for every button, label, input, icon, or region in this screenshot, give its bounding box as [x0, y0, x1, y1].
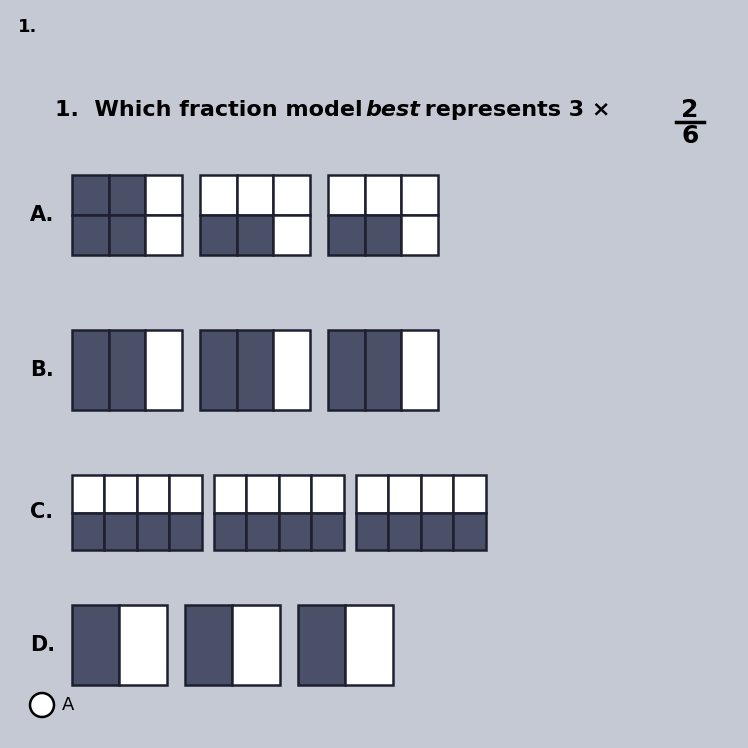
- Bar: [145, 330, 182, 410]
- Bar: [120, 605, 167, 685]
- Bar: [388, 475, 421, 512]
- Bar: [247, 475, 279, 512]
- Bar: [279, 512, 311, 550]
- Bar: [145, 215, 182, 255]
- Bar: [273, 215, 310, 255]
- Bar: [108, 215, 145, 255]
- Bar: [346, 605, 393, 685]
- Bar: [311, 475, 344, 512]
- Bar: [72, 175, 108, 215]
- Bar: [273, 330, 310, 410]
- Bar: [137, 512, 170, 550]
- Text: 6: 6: [681, 124, 699, 148]
- Bar: [108, 175, 145, 215]
- Bar: [298, 605, 346, 685]
- Bar: [72, 215, 108, 255]
- Bar: [236, 215, 273, 255]
- Bar: [236, 330, 273, 410]
- Bar: [200, 175, 236, 215]
- Bar: [233, 605, 280, 685]
- Bar: [236, 175, 273, 215]
- Bar: [105, 512, 137, 550]
- Bar: [365, 215, 402, 255]
- Bar: [421, 475, 453, 512]
- Bar: [402, 215, 438, 255]
- Bar: [453, 475, 486, 512]
- Bar: [170, 475, 202, 512]
- Text: best: best: [365, 100, 420, 120]
- Bar: [214, 475, 247, 512]
- Bar: [200, 215, 236, 255]
- Bar: [402, 330, 438, 410]
- Bar: [72, 475, 105, 512]
- Text: C.: C.: [30, 503, 53, 523]
- Text: A: A: [62, 696, 74, 714]
- Bar: [185, 605, 233, 685]
- Text: represents 3 ×: represents 3 ×: [417, 100, 610, 120]
- Bar: [105, 475, 137, 512]
- Bar: [356, 512, 388, 550]
- Bar: [72, 512, 105, 550]
- Bar: [170, 512, 202, 550]
- Bar: [247, 512, 279, 550]
- Bar: [200, 330, 236, 410]
- Circle shape: [30, 693, 54, 717]
- Text: A.: A.: [30, 205, 55, 225]
- Bar: [328, 215, 365, 255]
- Bar: [328, 330, 365, 410]
- Bar: [365, 175, 402, 215]
- Bar: [279, 475, 311, 512]
- Text: 1.: 1.: [18, 18, 37, 36]
- Bar: [72, 330, 108, 410]
- Bar: [421, 512, 453, 550]
- Bar: [108, 330, 145, 410]
- Bar: [328, 175, 365, 215]
- Bar: [214, 512, 247, 550]
- Bar: [388, 512, 421, 550]
- Bar: [72, 605, 120, 685]
- Bar: [273, 175, 310, 215]
- Text: D.: D.: [30, 635, 55, 655]
- Bar: [145, 175, 182, 215]
- Text: 2: 2: [681, 98, 699, 122]
- Text: 1.  Which fraction model: 1. Which fraction model: [55, 100, 370, 120]
- Bar: [356, 475, 388, 512]
- Bar: [453, 512, 486, 550]
- Bar: [365, 330, 402, 410]
- Bar: [137, 475, 170, 512]
- Text: B.: B.: [30, 360, 54, 380]
- Bar: [311, 512, 344, 550]
- Bar: [402, 175, 438, 215]
